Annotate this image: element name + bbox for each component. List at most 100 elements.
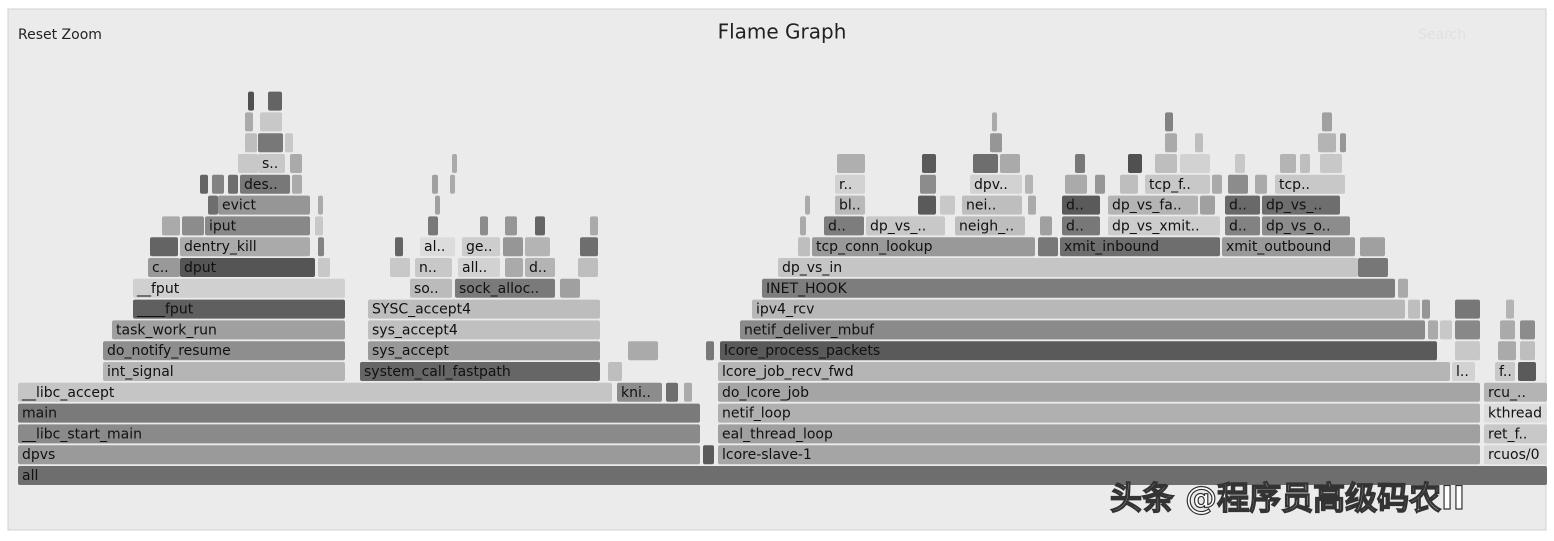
frame: [866, 216, 945, 236]
frame: [922, 154, 936, 173]
frame: [608, 362, 622, 381]
frame: [1040, 216, 1052, 236]
frame-label: dpvs: [22, 447, 55, 463]
frame: [292, 174, 302, 194]
frame-label: do_notify_resume: [107, 343, 231, 359]
frame: [18, 466, 1547, 485]
frame-label: kni..: [621, 385, 651, 401]
frame: [1255, 174, 1267, 194]
frame: [628, 341, 658, 361]
frame: [1318, 133, 1336, 153]
frame: [1228, 174, 1248, 194]
frame: [450, 174, 455, 194]
frame: [1340, 133, 1346, 153]
frame-label: main: [22, 406, 57, 422]
watermark: 头条 @程序员高级码农II: [1110, 479, 1465, 517]
frame: [1075, 154, 1085, 173]
frame: [1320, 154, 1342, 173]
frame: [150, 237, 178, 257]
frame: [1120, 174, 1138, 194]
frame: [835, 195, 865, 215]
frame: [920, 174, 936, 194]
frame-label: ____fput: [136, 302, 194, 318]
frame-label: xmit_outbound: [1226, 239, 1331, 255]
search[interactable]: Search: [1418, 27, 1466, 43]
frame: [240, 174, 290, 194]
frame-label: so..: [414, 281, 439, 297]
frame: [1440, 320, 1452, 340]
frame: [1455, 299, 1480, 319]
frame: [390, 258, 410, 277]
frame-label: neigh_..: [959, 218, 1014, 234]
frame-label: d..: [1066, 198, 1084, 214]
frame-label: sock_alloc..: [459, 281, 539, 297]
frame: [1484, 424, 1547, 444]
frame: [1212, 174, 1222, 194]
frame: [318, 195, 323, 215]
frame: [260, 112, 282, 132]
frame: [268, 91, 282, 111]
frame: [360, 362, 600, 381]
frame-label: des..: [244, 177, 278, 193]
frame-label: __libc_start_main: [21, 426, 142, 442]
frame-label: SYSC_accept4: [372, 302, 471, 318]
frame-label: tcp_conn_lookup: [816, 239, 933, 255]
frame-label: c..: [152, 260, 169, 276]
frame: [318, 237, 324, 257]
frame: [1145, 174, 1210, 194]
frame-label: dput: [184, 260, 217, 276]
frame-label: iput: [209, 218, 237, 234]
frame-label: system_call_fastpath: [364, 364, 511, 380]
frame-label: f..: [1499, 364, 1512, 380]
frame: [18, 403, 700, 423]
frame: [1155, 154, 1177, 173]
frame-label: ipv4_rcv: [756, 302, 814, 318]
frame-label: d..: [1066, 218, 1084, 234]
frame: [18, 424, 700, 444]
frame: [1062, 195, 1100, 215]
frame: [1300, 154, 1310, 173]
frame: [248, 91, 254, 111]
frame-label: lcore_process_packets: [724, 343, 880, 359]
frame-label: __libc_accept: [21, 385, 115, 401]
frame: [1520, 320, 1535, 340]
frames: all dpvs lcore-slave-1 rcuos/0 __libc_start_…: [18, 91, 1547, 485]
frame: [200, 174, 208, 194]
frame-label: dp_vs_..: [870, 218, 926, 234]
frame-label: lcore_job_recv_fwd: [722, 364, 854, 380]
frame: [1038, 237, 1058, 257]
frame: [432, 174, 438, 194]
frame: [455, 278, 555, 298]
frame: [133, 278, 345, 298]
frame: [103, 341, 345, 361]
frame-label: tcp..: [1279, 177, 1310, 193]
frame: [1065, 174, 1087, 194]
frame: [962, 195, 1022, 215]
frame: [1455, 320, 1480, 340]
frame: [1165, 112, 1173, 132]
frame: [718, 382, 1480, 402]
frame: [1498, 341, 1516, 361]
reset-zoom[interactable]: Reset Zoom: [18, 27, 102, 43]
frame: [1108, 216, 1220, 236]
frame: [1506, 299, 1514, 319]
frame: [940, 195, 955, 215]
frame: [1128, 154, 1142, 173]
frame: [720, 341, 1437, 361]
frame-label: dp_vs_o..: [1266, 218, 1331, 234]
frame: [1484, 445, 1547, 465]
frame: [1422, 299, 1430, 319]
frame-label: dp_vs_..: [1266, 198, 1322, 214]
frame: [1060, 237, 1220, 257]
frame-label: xmit_inbound: [1064, 239, 1159, 255]
frame: [133, 299, 345, 319]
frame-label: bl..: [839, 198, 861, 214]
frame: [112, 320, 345, 340]
title: Flame Graph: [718, 20, 847, 44]
frame: [180, 237, 310, 257]
frame: [1165, 133, 1177, 153]
frame: [955, 216, 1025, 236]
frame: [1484, 382, 1547, 402]
frame: [1028, 195, 1036, 215]
